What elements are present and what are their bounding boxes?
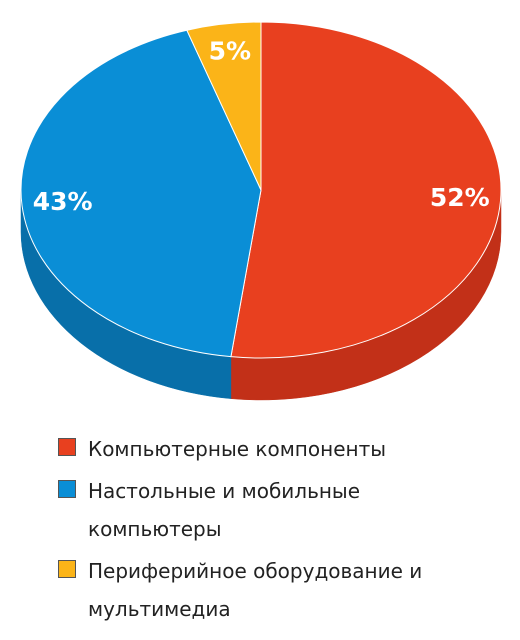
pie-slice [186,21,262,191]
legend-item: Периферийное оборудование и мультимедиа [58,552,458,628]
pie-slice [20,29,262,358]
pie-slice [230,21,502,359]
data-label: 5% [209,36,251,65]
legend: Компьютерные компоненты Настольные и моби… [58,430,458,632]
legend-label: Настольные и мобильные компьютеры [88,479,361,541]
chart: 52% 43% 5% [20,21,502,401]
legend-swatch [58,480,76,498]
legend-label: Компьютерные компоненты [88,437,387,461]
legend-swatch [58,560,76,578]
legend-item: Настольные и мобильные компьютеры [58,472,458,548]
legend-label: Периферийное оборудование и мультимедиа [88,559,423,621]
data-label: 52% [430,183,490,212]
legend-item: Компьютерные компоненты [58,430,458,468]
data-label: 43% [33,187,93,216]
legend-swatch [58,438,76,456]
